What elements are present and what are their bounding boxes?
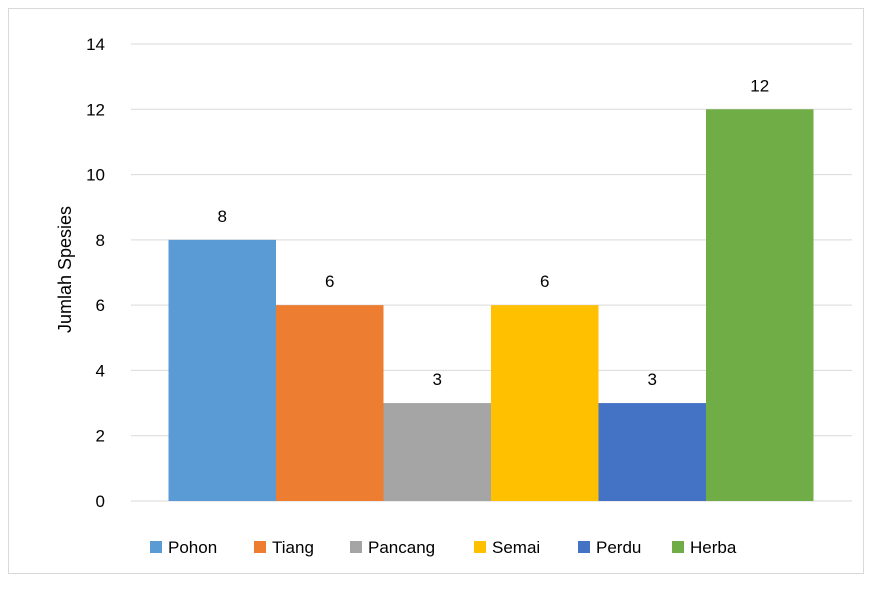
legend-label: Tiang <box>272 538 314 557</box>
legend-swatch <box>254 541 266 553</box>
legend-label: Semai <box>492 538 540 557</box>
legend-label: Herba <box>690 538 737 557</box>
bar-tiang <box>276 305 384 501</box>
legend-swatch <box>474 541 486 553</box>
bar-pohon <box>168 239 276 501</box>
legend-swatch <box>350 541 362 553</box>
y-tick-label: 14 <box>86 35 105 54</box>
y-tick-label: 4 <box>96 361 105 380</box>
legend-swatch <box>150 541 162 553</box>
y-tick-label: 2 <box>96 427 105 446</box>
data-labels: 8 6 3 6 3 12 <box>218 76 770 389</box>
data-label: 8 <box>218 207 227 226</box>
y-axis-title: Jumlah Spesies <box>55 206 75 333</box>
y-tick-label: 8 <box>96 231 105 250</box>
y-tick-label: 10 <box>86 166 105 185</box>
legend-label: Perdu <box>596 538 641 557</box>
legend-label: Pohon <box>168 538 217 557</box>
y-axis-ticks: 0 2 4 6 8 10 12 14 <box>86 35 105 511</box>
y-tick-label: 0 <box>96 492 105 511</box>
bars <box>168 109 814 502</box>
data-label: 6 <box>540 272 549 291</box>
chart-frame: 0 2 4 6 8 10 12 14 8 6 3 6 3 12 Jumlah Spesies Pohon… <box>8 8 864 574</box>
legend: Pohon Tiang Pancang Semai Perdu Herba <box>150 538 737 557</box>
legend-swatch <box>578 541 590 553</box>
legend-swatch <box>672 541 684 553</box>
bar-semai <box>491 305 599 501</box>
bar-perdu <box>598 403 706 501</box>
data-label: 3 <box>648 370 657 389</box>
legend-label: Pancang <box>368 538 435 557</box>
y-tick-label: 12 <box>86 100 105 119</box>
data-label: 3 <box>433 370 442 389</box>
bar-pancang <box>383 403 491 501</box>
data-label: 12 <box>750 76 769 95</box>
y-tick-label: 6 <box>96 296 105 315</box>
data-label: 6 <box>325 272 334 291</box>
bar-herba <box>706 109 814 502</box>
